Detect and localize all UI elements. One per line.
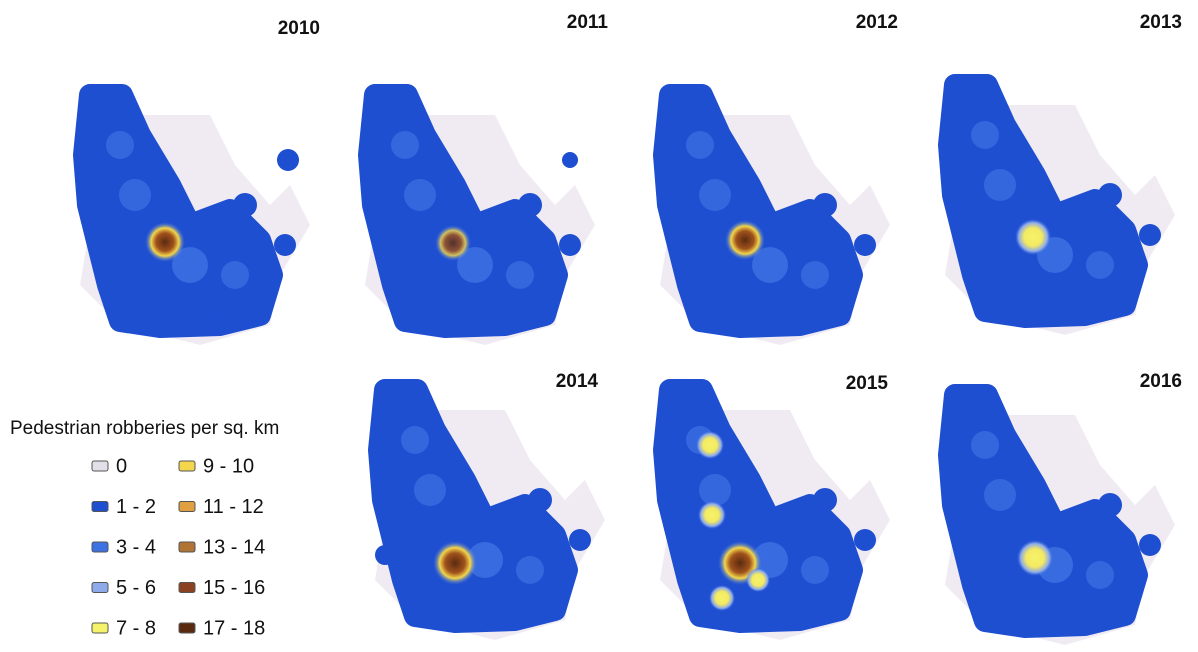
legend-label: 17 - 18 xyxy=(203,617,265,639)
legend-label: 9 - 10 xyxy=(203,455,254,477)
map-2014 xyxy=(375,390,605,640)
legend-label: 1 - 2 xyxy=(116,496,156,518)
legend-swatch xyxy=(178,622,196,634)
legend-title: Pedestrian robberies per sq. km xyxy=(10,418,279,439)
legend-swatch xyxy=(91,582,109,593)
map-2016 xyxy=(945,395,1175,645)
legend-swatch xyxy=(91,460,109,472)
legend-swatch xyxy=(91,541,109,553)
map-2010 xyxy=(80,95,310,345)
year-label: 2015 xyxy=(846,373,889,394)
map-2012 xyxy=(660,95,890,345)
legend-label: 11 - 12 xyxy=(203,496,264,518)
legend-swatch xyxy=(178,501,196,512)
legend-swatch xyxy=(91,622,109,634)
year-label: 2014 xyxy=(556,371,599,392)
legend-label: 5 - 6 xyxy=(116,577,156,599)
legend: Pedestrian robberies per sq. km 0 1 - 2 3 … xyxy=(10,418,279,639)
legend-label: 0 xyxy=(116,455,127,477)
year-label: 2010 xyxy=(278,18,320,39)
year-label: 2011 xyxy=(567,12,609,33)
legend-label: 3 - 4 xyxy=(116,536,156,558)
legend-label: 13 - 14 xyxy=(203,536,265,558)
map-2015 xyxy=(660,390,890,640)
year-label: 2012 xyxy=(856,12,898,33)
legend-label: 7 - 8 xyxy=(116,617,156,639)
year-label: 2016 xyxy=(1140,371,1182,392)
legend-swatch xyxy=(91,501,109,512)
map-2011 xyxy=(365,95,595,345)
legend-swatch xyxy=(178,582,196,593)
year-label: 2013 xyxy=(1140,12,1182,33)
legend-swatch xyxy=(178,460,196,472)
legend-label: 15 - 16 xyxy=(203,577,265,599)
legend-swatch xyxy=(178,541,196,553)
map-2013 xyxy=(945,85,1175,335)
